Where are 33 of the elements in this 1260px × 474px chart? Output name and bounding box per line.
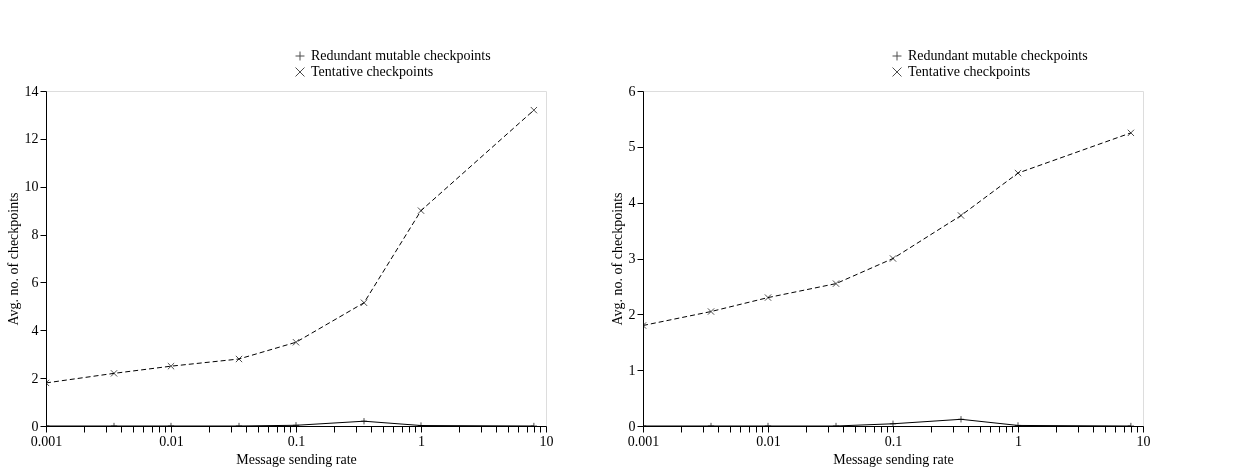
y-tick-label: 3 bbox=[628, 251, 636, 266]
x-tick-label: 0.01 bbox=[756, 433, 781, 449]
y-axis-title: Avg. no. of checkpoints bbox=[609, 192, 625, 326]
legend-label: Redundant mutable checkpoints bbox=[908, 48, 1088, 63]
y-tick-label: 2 bbox=[628, 306, 636, 322]
y-tick-label: 8 bbox=[31, 227, 39, 243]
x-tick-label: 1 bbox=[418, 433, 425, 449]
y-tick-label: 2 bbox=[31, 370, 39, 386]
y-tick-label: 4 bbox=[628, 195, 636, 211]
x-tick-label: 10 bbox=[539, 433, 554, 449]
y-tick-label: 1 bbox=[628, 362, 636, 378]
y-tick-label: 0 bbox=[31, 418, 39, 434]
y-tick-label: 10 bbox=[24, 179, 39, 195]
x-axis-title: Message sending rate bbox=[236, 451, 357, 467]
x-tick-label: 0.1 bbox=[884, 433, 903, 449]
y-tick-label: 6 bbox=[628, 83, 636, 99]
y-tick-label: 6 bbox=[31, 274, 39, 290]
x-tick-label: 0.1 bbox=[287, 433, 306, 449]
y-tick-label: 12 bbox=[24, 131, 39, 147]
legend-label: Redundant mutable checkpoints bbox=[311, 48, 491, 63]
x-tick-label: 10 bbox=[1136, 433, 1151, 449]
x-tick-label: 1 bbox=[1015, 433, 1022, 449]
y-axis-title: Avg. no. of checkpoints bbox=[5, 192, 21, 326]
legend-label: Tentative checkpoints bbox=[908, 64, 1031, 79]
y-tick-label: 4 bbox=[31, 322, 39, 338]
x-tick-label: 0.001 bbox=[30, 433, 63, 449]
x-axis-title: Message sending rate bbox=[833, 451, 954, 467]
x-tick-label: 0.01 bbox=[159, 433, 184, 449]
y-tick-label: 0 bbox=[628, 418, 636, 434]
x-tick-label: 0.001 bbox=[627, 433, 660, 449]
y-tick-label: 5 bbox=[628, 139, 636, 155]
legend-label: Tentative checkpoints bbox=[311, 64, 434, 79]
y-tick-label: 14 bbox=[24, 83, 39, 99]
